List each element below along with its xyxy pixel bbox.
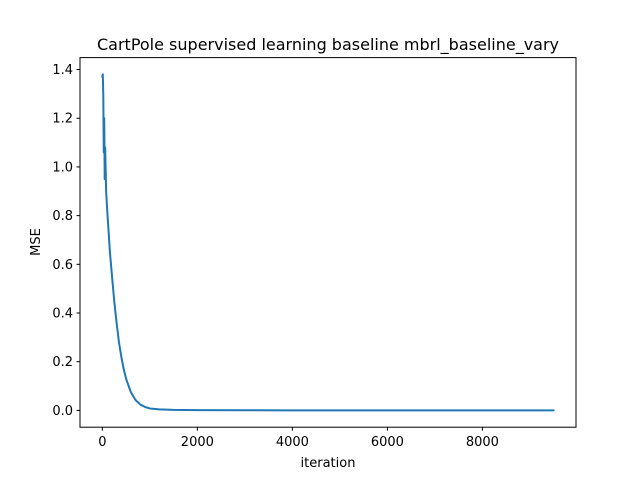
x-tick-label: 2000 xyxy=(181,435,214,450)
x-tick-label: 6000 xyxy=(371,435,404,450)
y-tick-label: 0.0 xyxy=(52,404,73,419)
y-tick-label: 1.2 xyxy=(52,112,73,127)
x-tick-label: 8000 xyxy=(466,435,499,450)
y-tick-label: 0.4 xyxy=(52,307,73,322)
tick-group: 0 2000 4000 6000 8000 0.0 0.2 0.4 0.6 0.8 1.0 1.2 1.… xyxy=(52,63,499,450)
y-axis-label: MSE xyxy=(29,228,44,256)
chart-title: CartPole supervised learning baseline mb… xyxy=(97,35,559,55)
y-tick-label: 1.4 xyxy=(52,63,73,78)
x-axis-label: iteration xyxy=(301,456,356,471)
axes-frame xyxy=(79,57,577,428)
y-tick-label: 0.8 xyxy=(52,209,73,224)
mse-series-line xyxy=(101,73,555,412)
plot-area xyxy=(101,73,555,412)
y-tick-label: 0.6 xyxy=(52,258,73,273)
y-tick-label: 1.0 xyxy=(52,160,73,175)
x-tick-label: 0 xyxy=(98,435,106,450)
y-tick-label: 0.2 xyxy=(52,355,73,370)
x-tick-label: 4000 xyxy=(276,435,309,450)
